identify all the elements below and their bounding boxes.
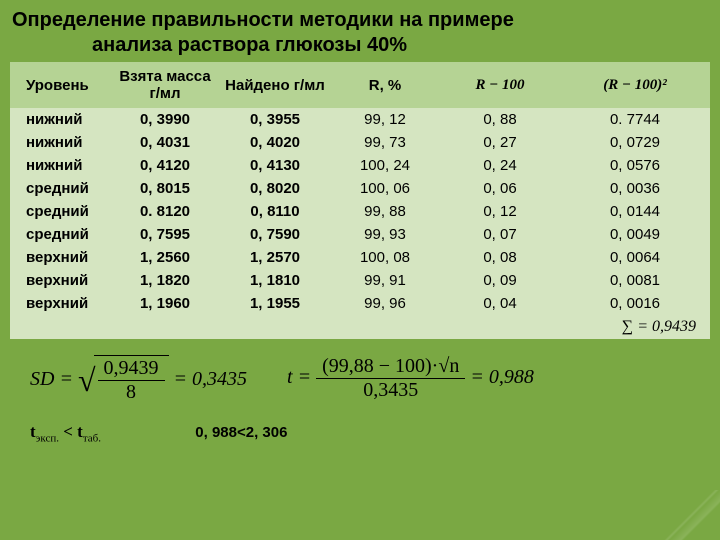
table-cell: нижний <box>10 154 110 177</box>
table-cell: 0, 3955 <box>220 108 330 131</box>
col-taken-mass: Взята масса г/мл <box>110 62 220 108</box>
col-level: Уровень <box>10 62 110 108</box>
col-r-percent: R, % <box>330 62 440 108</box>
table-cell: 0, 0016 <box>560 292 710 315</box>
sum-cell: ∑ = 0,9439 <box>560 315 710 339</box>
table-cell: 100, 06 <box>330 177 440 200</box>
table-cell: верхний <box>10 246 110 269</box>
table-cell: 0, 12 <box>440 200 560 223</box>
table-cell: 1, 2570 <box>220 246 330 269</box>
title-line-1: Определение правильности методики на при… <box>12 9 514 31</box>
table-cell: 1, 1810 <box>220 269 330 292</box>
background-decoration <box>630 490 720 540</box>
table-cell: 0, 8015 <box>110 177 220 200</box>
table-cell: 0. 8120 <box>110 200 220 223</box>
table-cell: 1, 1960 <box>110 292 220 315</box>
table-cell: 100, 24 <box>330 154 440 177</box>
table-cell: 0, 09 <box>440 269 560 292</box>
table-cell: 0, 0036 <box>560 177 710 200</box>
comparison-values: 0, 988<2, 306 <box>195 424 287 441</box>
table-cell: 99, 12 <box>330 108 440 131</box>
table-row: верхний1, 18201, 181099, 910, 090, 0081 <box>10 269 710 292</box>
table-row: средний0, 80150, 8020100, 060, 060, 0036 <box>10 177 710 200</box>
subscript-tab: таб. <box>83 432 101 444</box>
formula-row: SD = √0,94398 = 0,3435 t = (99,88 − 100)… <box>30 355 700 404</box>
table-cell: 0, 24 <box>440 154 560 177</box>
table-cell: 0, 0049 <box>560 223 710 246</box>
table-cell: 0, 4031 <box>110 131 220 154</box>
table-cell: 0, 06 <box>440 177 560 200</box>
table-cell: 1, 1820 <box>110 269 220 292</box>
page-title: Определение правильности методики на при… <box>0 0 720 62</box>
table-cell: 0, 4130 <box>220 154 330 177</box>
table-cell: средний <box>10 177 110 200</box>
table-cell: 99, 73 <box>330 131 440 154</box>
table-cell: 99, 88 <box>330 200 440 223</box>
table-cell: верхний <box>10 292 110 315</box>
table-row: верхний1, 25601, 2570100, 080, 080, 0064 <box>10 246 710 269</box>
table-cell: 1, 1955 <box>220 292 330 315</box>
table-row: верхний1, 19601, 195599, 960, 040, 0016 <box>10 292 710 315</box>
table-cell: 0. 7744 <box>560 108 710 131</box>
table-cell: 99, 96 <box>330 292 440 315</box>
table-cell: 0, 0081 <box>560 269 710 292</box>
table-cell: 0, 08 <box>440 246 560 269</box>
table-row: средний0. 81200, 811099, 880, 120, 0144 <box>10 200 710 223</box>
table-cell: 0, 3990 <box>110 108 220 131</box>
table-cell: 0, 7595 <box>110 223 220 246</box>
table-row: нижний0, 41200, 4130100, 240, 240, 0576 <box>10 154 710 177</box>
col-r-minus-100: R − 100 <box>440 62 560 108</box>
table-cell: 0, 4120 <box>110 154 220 177</box>
table-cell: средний <box>10 200 110 223</box>
col-r-minus-100-sq: (R − 100)² <box>560 62 710 108</box>
title-line-2: анализа раствора глюкозы 40% <box>12 33 708 58</box>
table-cell: 0, 7590 <box>220 223 330 246</box>
sd-formula: SD = √0,94398 = 0,3435 <box>30 355 247 404</box>
table-cell: 100, 08 <box>330 246 440 269</box>
table-cell: 0, 0144 <box>560 200 710 223</box>
col-found: Найдено г/мл <box>220 62 330 108</box>
table-header-row: Уровень Взята масса г/мл Найдено г/мл R,… <box>10 62 710 108</box>
table-cell: 0, 27 <box>440 131 560 154</box>
table-row: нижний0, 40310, 402099, 730, 270, 0729 <box>10 131 710 154</box>
table-cell: 99, 91 <box>330 269 440 292</box>
table-cell: 0, 8020 <box>220 177 330 200</box>
table-row: средний0, 75950, 759099, 930, 070, 0049 <box>10 223 710 246</box>
table-cell: нижний <box>10 131 110 154</box>
table-cell: 0, 0064 <box>560 246 710 269</box>
sum-row: ∑ = 0,9439 <box>10 315 710 339</box>
table-cell: верхний <box>10 269 110 292</box>
table-cell: 0, 04 <box>440 292 560 315</box>
subscript-exp: эксп. <box>36 432 59 444</box>
table-cell: средний <box>10 223 110 246</box>
table-cell: 99, 93 <box>330 223 440 246</box>
table-cell: 0, 4020 <box>220 131 330 154</box>
table-cell: 0, 8110 <box>220 200 330 223</box>
comparison-row: tэксп. < tтаб. 0, 988<2, 306 <box>30 422 700 444</box>
t-formula: t = (99,88 − 100)·√n0,3435 = 0,988 <box>287 355 534 404</box>
table-cell: нижний <box>10 108 110 131</box>
table-cell: 0, 88 <box>440 108 560 131</box>
table-row: нижний0, 39900, 395599, 120, 880. 7744 <box>10 108 710 131</box>
table-cell: 0, 07 <box>440 223 560 246</box>
data-table: Уровень Взята масса г/мл Найдено г/мл R,… <box>10 62 710 339</box>
table-cell: 0, 0729 <box>560 131 710 154</box>
table-cell: 0, 0576 <box>560 154 710 177</box>
table-cell: 1, 2560 <box>110 246 220 269</box>
